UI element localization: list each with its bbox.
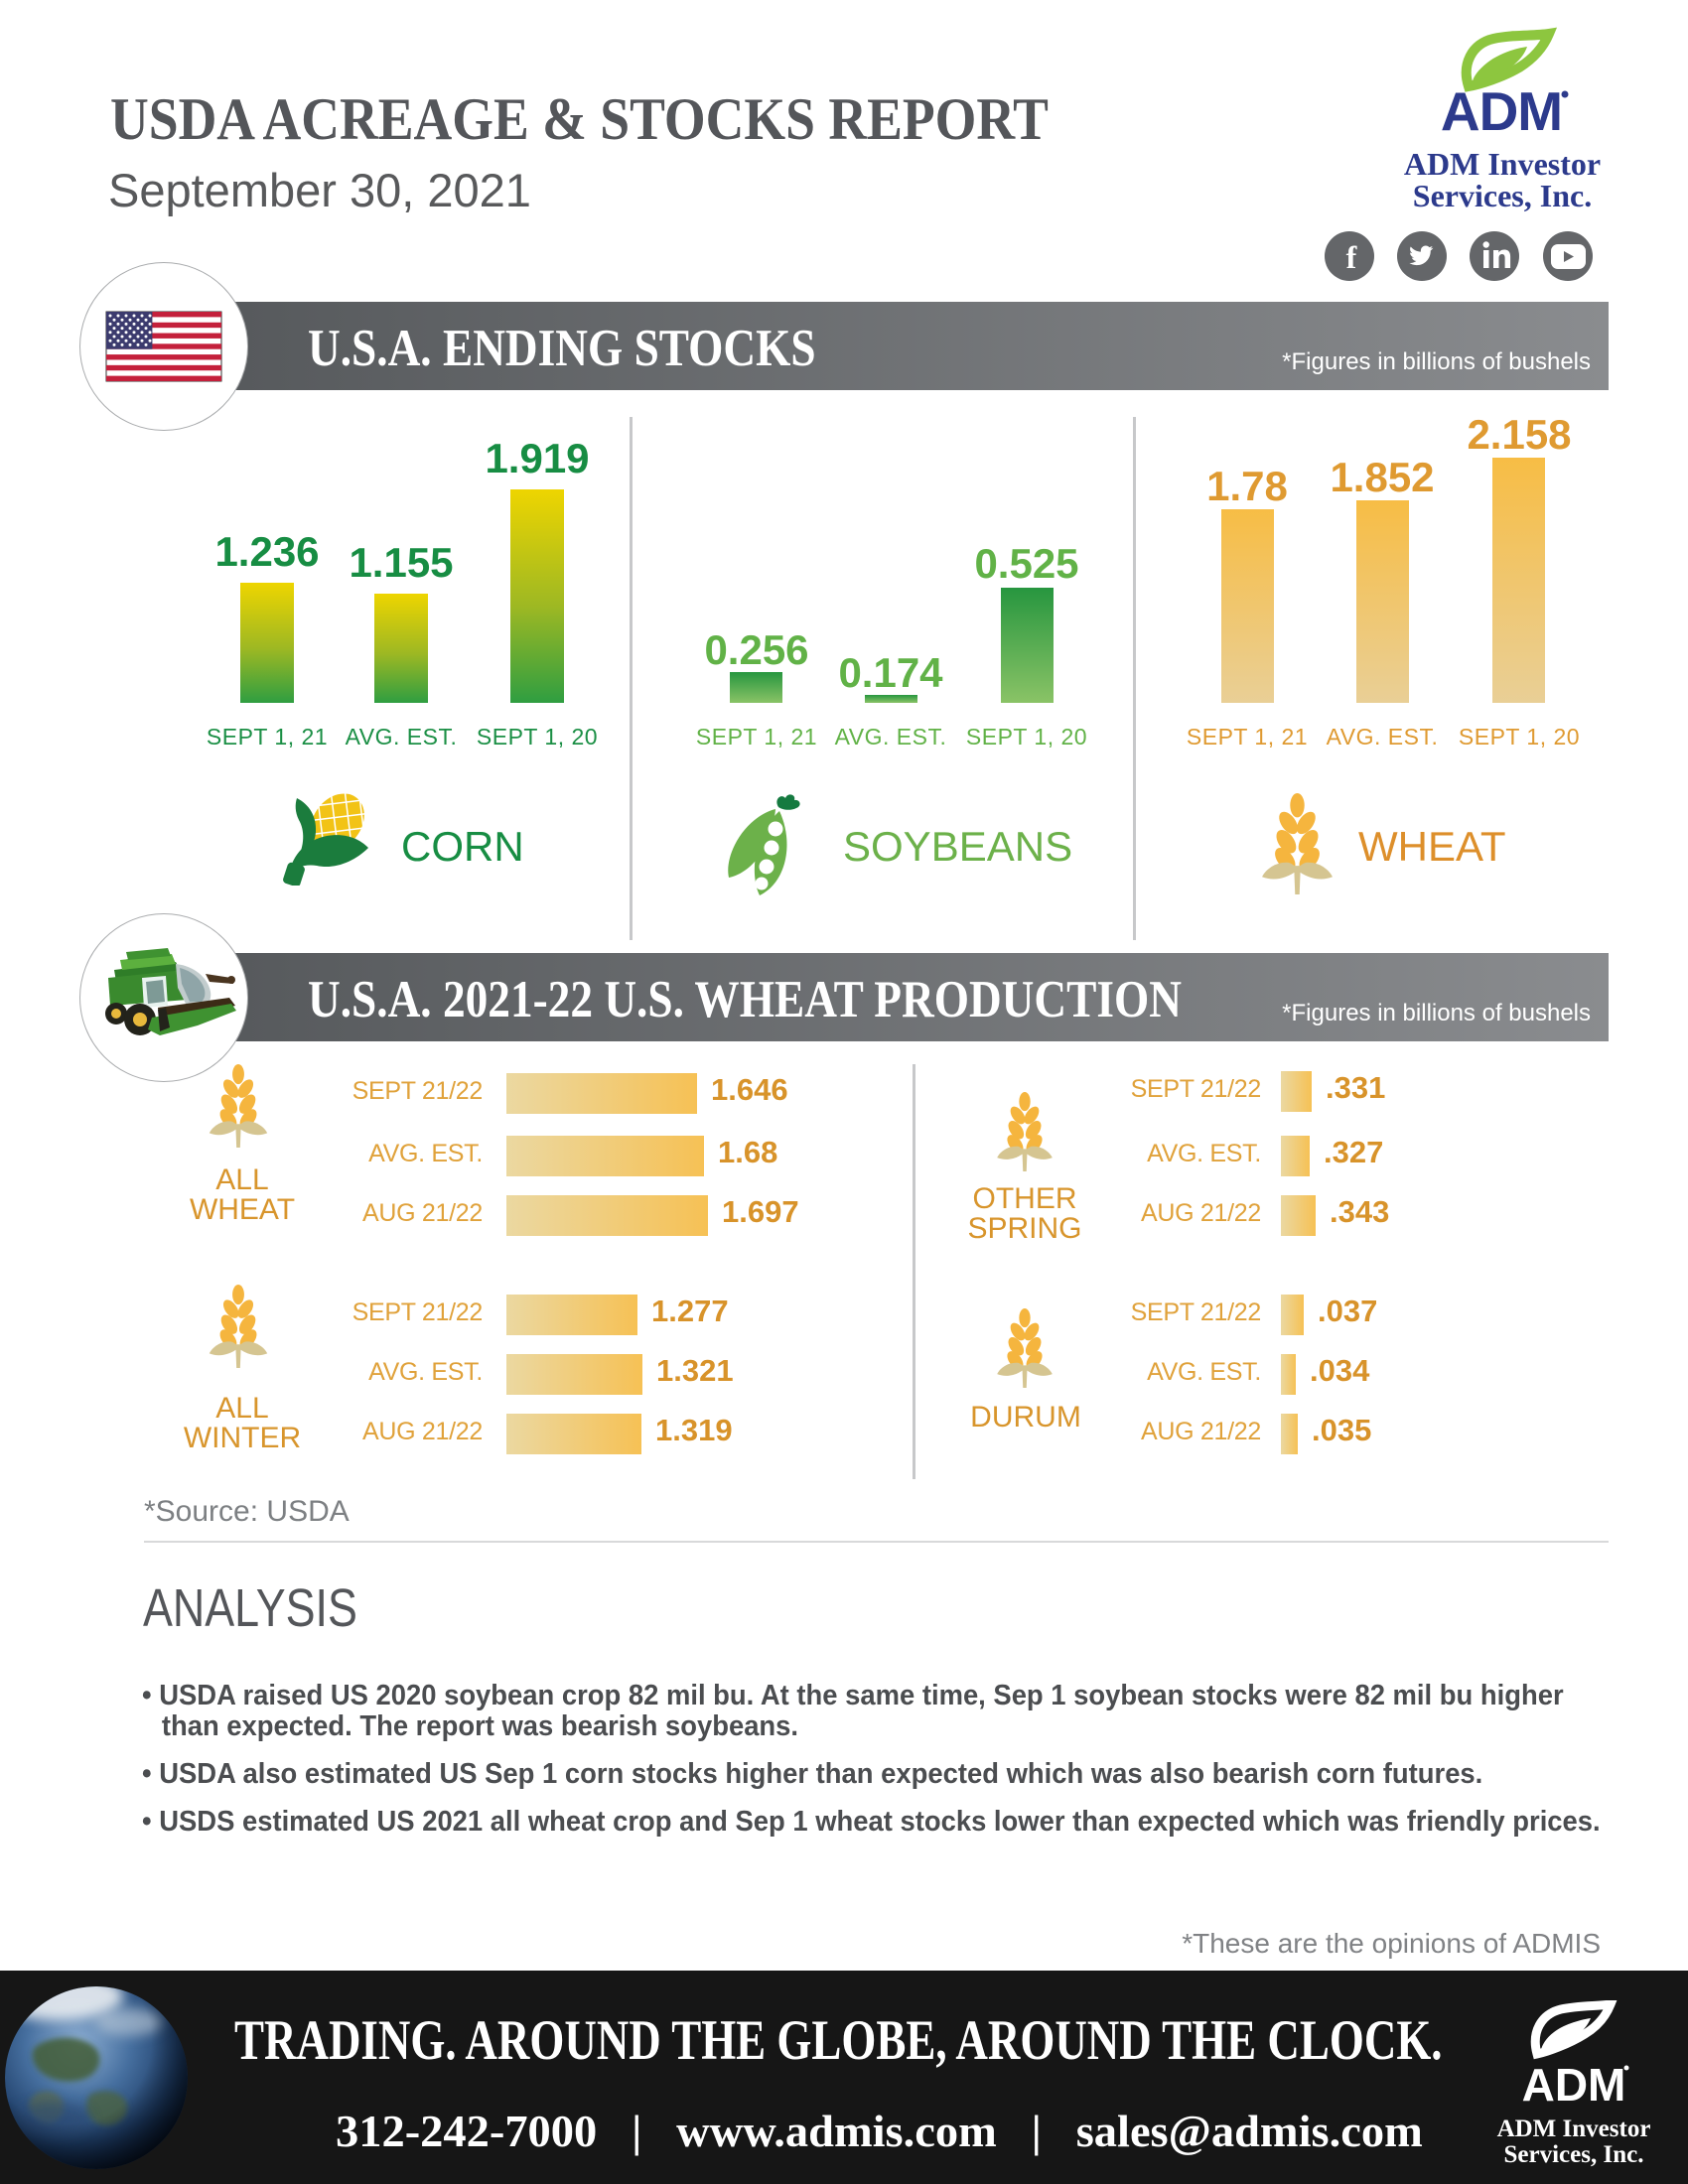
- svg-text:ADM: ADM: [1441, 80, 1562, 142]
- svg-text:ADM Investor: ADM Investor: [1497, 2116, 1651, 2142]
- svg-text:ADM: ADM: [1522, 2059, 1626, 2111]
- svg-text:ADM Investor: ADM Investor: [1404, 146, 1601, 182]
- svg-text:Services, Inc.: Services, Inc.: [1504, 2141, 1644, 2168]
- svg-text:f: f: [1346, 239, 1357, 275]
- svg-text:Services, Inc.: Services, Inc.: [1413, 178, 1592, 213]
